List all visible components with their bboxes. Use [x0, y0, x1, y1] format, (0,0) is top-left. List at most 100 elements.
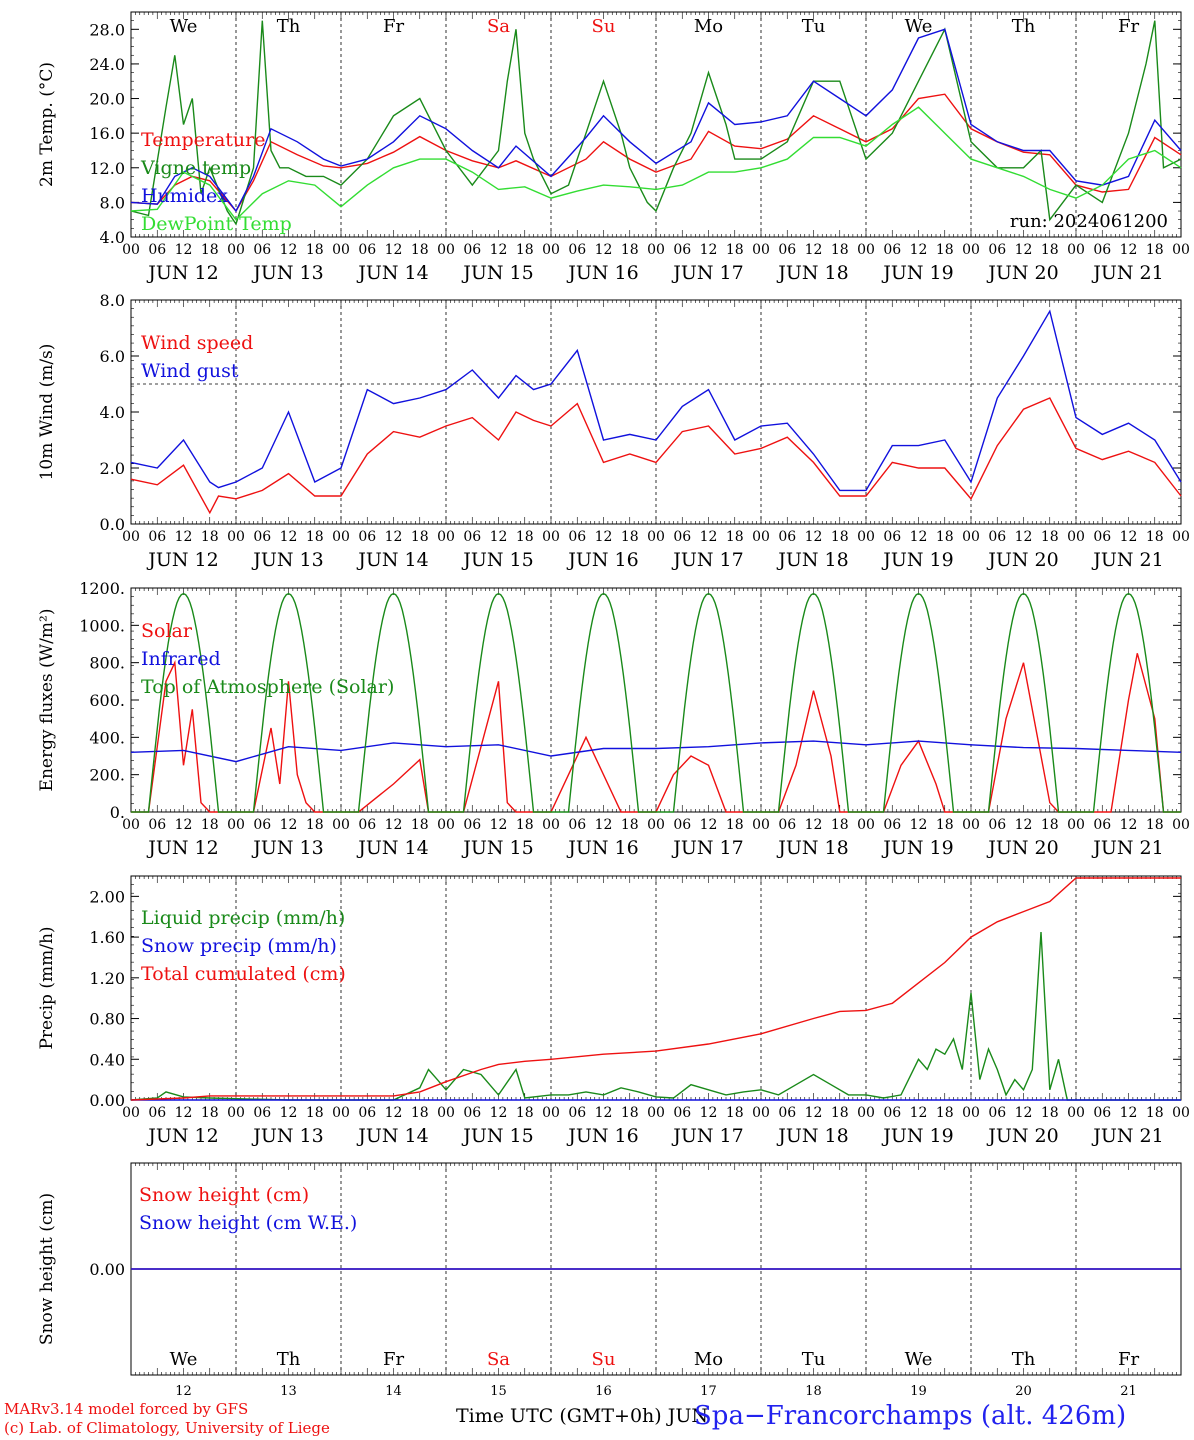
x-hour-label: 18	[936, 242, 954, 258]
x-day-label: JUN 14	[356, 549, 428, 571]
x-hour-label: 18	[1146, 242, 1164, 258]
x-day-label: JUN 13	[251, 549, 323, 571]
y-tick-label: 16.0	[89, 124, 125, 143]
x-hour-label: 18	[831, 242, 849, 258]
x-hour-label: 00	[542, 1105, 560, 1121]
run-annotation: run: 2024061200	[1010, 211, 1168, 232]
plot-frame	[130, 11, 1182, 238]
x-hour-label: 12	[385, 242, 403, 258]
x-hour-label: 18	[936, 529, 954, 545]
y-tick-label: 0.	[110, 803, 125, 822]
x-hour-label: 18	[1041, 817, 1059, 833]
weekday-label: Tu	[802, 16, 826, 37]
x-day-label: JUN 18	[776, 262, 848, 284]
x-hour-label: 00	[962, 817, 980, 833]
y-axis-label: Energy fluxes (W/m²)	[37, 609, 57, 792]
x-hour-label: 00	[752, 242, 770, 258]
x-day-label: JUN 19	[881, 549, 953, 571]
x-hour-label: 00	[122, 817, 140, 833]
series-wind-gust	[130, 309, 1182, 492]
weekday-label: We	[170, 1349, 198, 1370]
weekday-label: Su	[592, 16, 616, 37]
x-hour-label: 06	[568, 1105, 586, 1121]
weekday-label: Tu	[802, 1349, 826, 1370]
x-day-label: JUN 16	[566, 262, 638, 284]
x-hour-label: 00	[647, 1105, 665, 1121]
x-day-label: JUN 15	[461, 1125, 533, 1147]
x-hour-label: 18	[726, 242, 744, 258]
y-tick-label: 400.	[89, 728, 125, 747]
y-tick-label: 800.	[89, 654, 125, 673]
x-hour-label: 18	[411, 1105, 429, 1121]
x-hour-label: 00	[647, 529, 665, 545]
x-hour-label: 00	[962, 242, 980, 258]
credit-line-2: (c) Lab. of Climatology, University of L…	[4, 1419, 330, 1437]
panel-5: 0.00 Snow height (cm) Snow height (cm) Snow…	[37, 1162, 1182, 1399]
x-day-number: 17	[700, 1384, 717, 1399]
x-hour-label: 18	[516, 529, 534, 545]
weekday-label: We	[170, 16, 198, 37]
x-hour-label: 12	[280, 529, 298, 545]
x-day-label: JUN 17	[671, 262, 743, 284]
x-hour-label: 00	[437, 242, 455, 258]
x-hour-label: 06	[568, 242, 586, 258]
y-tick-label: 0.80	[89, 1010, 125, 1029]
x-day-label: JUN 13	[251, 1125, 323, 1147]
x-hour-label: 00	[962, 529, 980, 545]
y-tick-label: 0.0	[100, 515, 125, 534]
x-hour-label: 12	[280, 1105, 298, 1121]
x-day-label: JUN 17	[671, 1125, 743, 1147]
x-hour-label: 00	[227, 242, 245, 258]
series-solar	[131, 653, 1181, 813]
x-day-number: 19	[910, 1384, 927, 1399]
x-hour-label: 06	[1093, 242, 1111, 258]
x-hour-label: 06	[778, 1105, 796, 1121]
y-tick-label: 0.40	[89, 1050, 125, 1069]
x-day-number: 20	[1015, 1384, 1032, 1399]
x-hour-label: 12	[595, 817, 613, 833]
x-hour-label: 06	[988, 1105, 1006, 1121]
series-humidex	[130, 28, 1182, 213]
x-day-label: JUN 13	[251, 837, 323, 859]
x-hour-label: 06	[778, 817, 796, 833]
x-hour-label: 06	[673, 242, 691, 258]
x-hour-label: 00	[332, 529, 350, 545]
x-day-label: JUN 12	[146, 1125, 218, 1147]
x-hour-label: 12	[1120, 529, 1138, 545]
weekday-label: Sa	[487, 1349, 510, 1370]
x-hour-label: 00	[857, 529, 875, 545]
legend-entry: Top of Atmosphere (Solar)	[141, 676, 394, 698]
x-hour-label: 06	[253, 817, 271, 833]
x-hour-label: 12	[910, 242, 928, 258]
x-day-label: JUN 18	[776, 549, 848, 571]
x-hour-label: 12	[805, 1105, 823, 1121]
x-hour-label: 06	[148, 242, 166, 258]
y-axis-label: Precip (mm/h)	[37, 926, 57, 1049]
y-tick-label: 12.0	[89, 159, 125, 178]
x-hour-label: 06	[988, 529, 1006, 545]
x-hour-label: 00	[122, 529, 140, 545]
legend-entry: DewPoint Temp	[141, 213, 292, 235]
x-hour-label: 06	[463, 529, 481, 545]
x-day-label: JUN 20	[986, 262, 1058, 284]
weekday-label: Th	[277, 16, 301, 37]
weekday-label: Su	[592, 1349, 616, 1370]
panel-4: 0.00 0.40 0.80 1.20 1.60 2.00 Precip (mm/h) Liq…	[37, 875, 1190, 1147]
x-hour-label: 12	[1015, 529, 1033, 545]
x-hour-label: 06	[568, 817, 586, 833]
y-tick-label: 2.00	[89, 887, 125, 906]
x-day-label: JUN 16	[566, 1125, 638, 1147]
weekday-label: Fr	[1118, 1349, 1139, 1370]
x-hour-label: 06	[568, 529, 586, 545]
x-hour-label: 00	[122, 242, 140, 258]
x-hour-label: 00	[752, 817, 770, 833]
x-hour-label: 18	[621, 1105, 639, 1121]
x-day-number: 18	[805, 1384, 822, 1399]
x-hour-label: 12	[490, 529, 508, 545]
x-hour-label: 06	[253, 1105, 271, 1121]
weekday-label: Th	[1012, 1349, 1036, 1370]
weekday-label: Fr	[1118, 16, 1139, 37]
x-hour-label: 06	[988, 242, 1006, 258]
x-hour-label: 00	[962, 1105, 980, 1121]
x-hour-label: 00	[1172, 817, 1190, 833]
